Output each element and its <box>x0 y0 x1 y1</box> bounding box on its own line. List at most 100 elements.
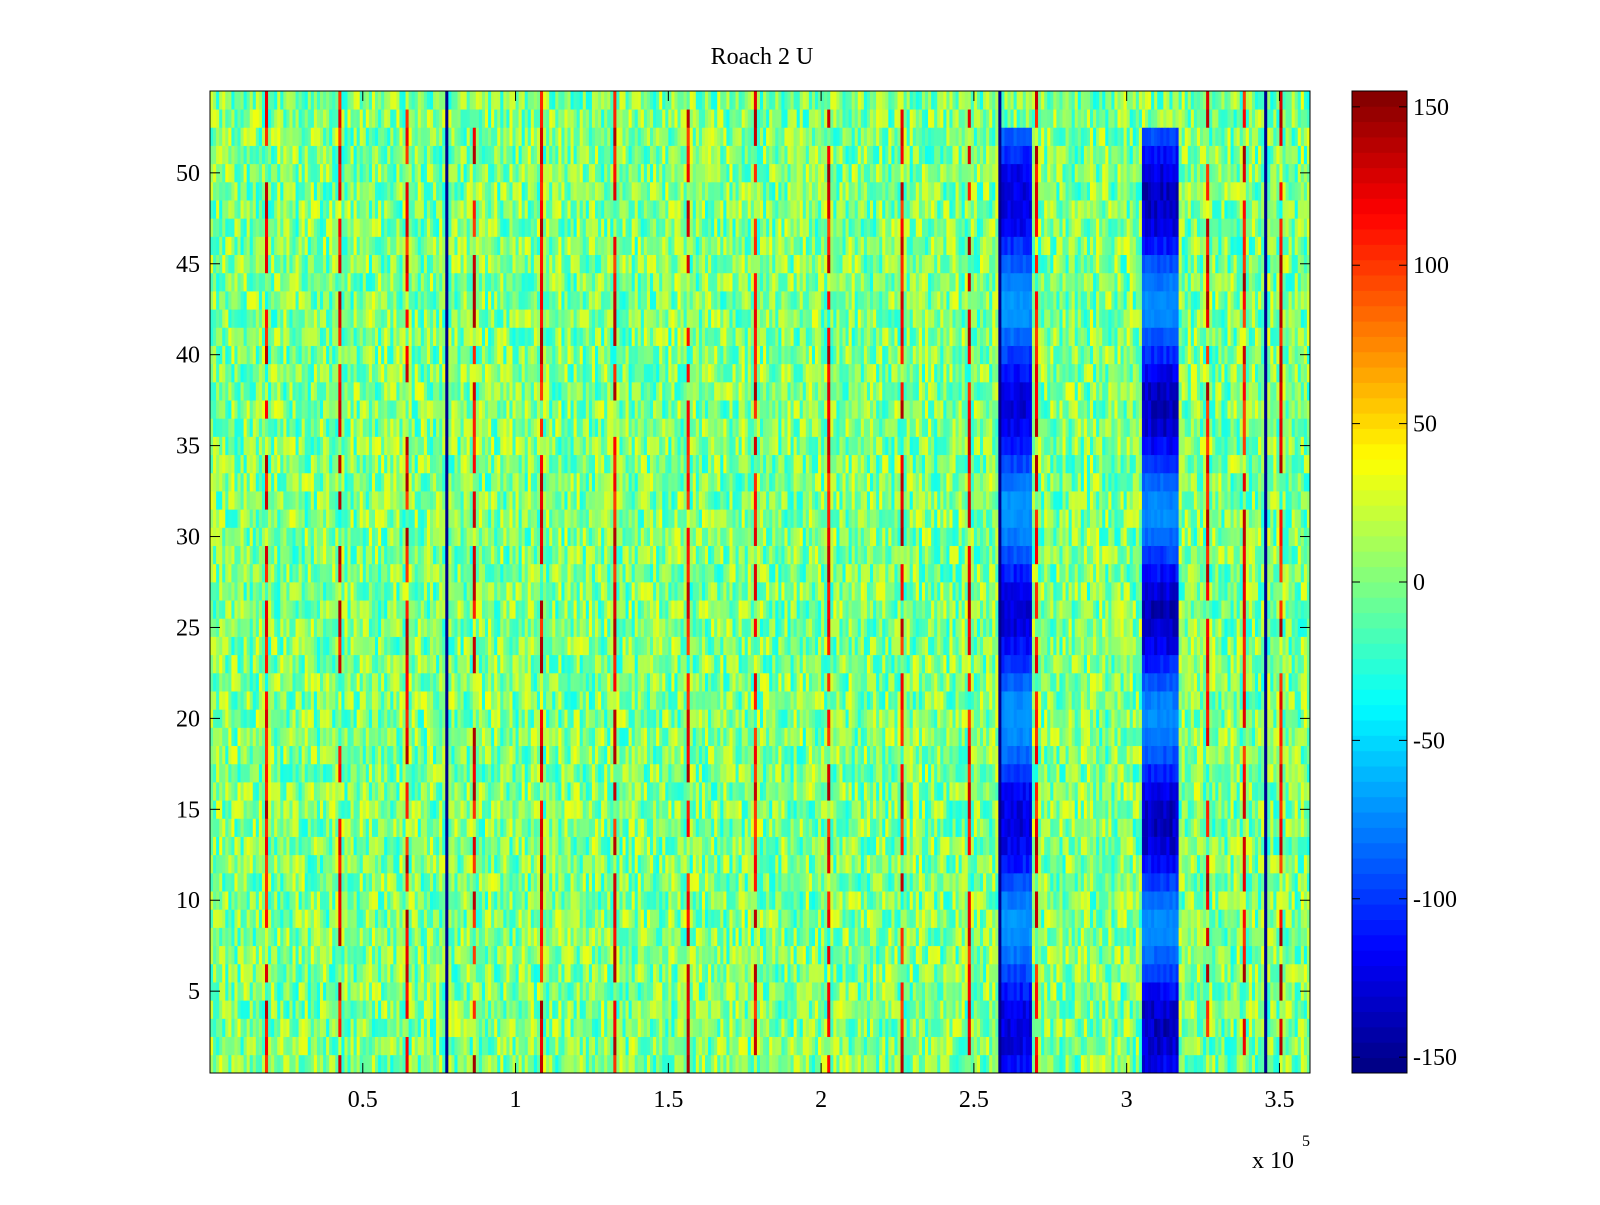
heatmap-cell <box>261 1054 266 1074</box>
heatmap-cell <box>949 891 953 910</box>
heatmap-cell <box>772 891 776 910</box>
heatmap-cell <box>1022 963 1027 983</box>
heatmap-cell <box>1230 854 1234 874</box>
heatmap-cell <box>760 1018 764 1037</box>
heatmap-cell <box>845 963 849 983</box>
heatmap-cell <box>708 1054 712 1074</box>
heatmap-cell <box>970 836 975 856</box>
heatmap-cell <box>350 945 354 965</box>
heatmap-cell <box>295 1018 299 1037</box>
heatmap-cell <box>1306 945 1311 965</box>
heatmap-cell <box>1230 1000 1234 1019</box>
heatmap-cell <box>634 872 639 892</box>
heatmap-cell <box>662 1036 666 1056</box>
heatmap-cell <box>491 945 495 965</box>
heatmap-cell <box>436 1000 440 1019</box>
heatmap-cell <box>261 1000 266 1019</box>
heatmap-cell <box>558 1054 562 1074</box>
heatmap-cell <box>222 872 226 892</box>
heatmap-cell <box>1074 1000 1079 1019</box>
heatmap-cell <box>582 854 587 874</box>
heatmap-cell <box>439 909 443 928</box>
heatmap-cell <box>1148 854 1152 874</box>
heatmap-cell <box>521 1054 526 1074</box>
heatmap-cell <box>320 945 324 965</box>
heatmap-cell <box>338 945 342 965</box>
heatmap-cell <box>320 872 324 892</box>
heatmap-cell <box>1093 1000 1097 1019</box>
heatmap-cell <box>980 1000 984 1019</box>
heatmap-cell <box>408 1018 413 1037</box>
heatmap-cell <box>882 872 886 892</box>
heatmap-cell <box>332 963 336 983</box>
heatmap-cell <box>692 1018 697 1037</box>
heatmap-cell <box>989 945 993 965</box>
heatmap-cell <box>952 1054 956 1074</box>
heatmap-cell <box>481 836 486 856</box>
heatmap-cell <box>1123 1054 1128 1074</box>
heatmap-cell <box>860 1036 865 1056</box>
heatmap-cell <box>332 854 336 874</box>
heatmap-cell <box>546 982 550 1001</box>
heatmap-cell <box>393 818 397 837</box>
heatmap-cell <box>637 1054 642 1074</box>
heatmap-cell <box>301 891 306 910</box>
heatmap-cell <box>313 982 318 1001</box>
heatmap-cell <box>830 982 834 1001</box>
heatmap-cell <box>677 945 681 965</box>
heatmap-cell <box>949 854 953 874</box>
heatmap-cell <box>854 1036 859 1056</box>
heatmap-cell <box>570 854 574 874</box>
heatmap-cell <box>989 1054 993 1074</box>
heatmap-cell <box>854 1018 859 1037</box>
heatmap-cell <box>246 836 251 856</box>
heatmap-cell <box>970 909 975 928</box>
heatmap-cell <box>378 909 382 928</box>
heatmap-cell <box>1157 1000 1161 1019</box>
heatmap-cell <box>1004 982 1008 1001</box>
heatmap-cell <box>799 836 804 856</box>
heatmap-cell <box>848 891 853 910</box>
heatmap-cell <box>619 836 623 856</box>
heatmap-cell <box>741 963 746 983</box>
heatmap-cell <box>543 927 547 947</box>
heatmap-cell <box>604 872 608 892</box>
heatmap-cell <box>439 872 443 892</box>
heatmap-cell <box>368 854 373 874</box>
heatmap-cell <box>460 982 464 1001</box>
heatmap-cell <box>637 818 642 837</box>
heatmap-cell <box>362 1036 367 1056</box>
heatmap-cell <box>243 982 248 1001</box>
heatmap-cell <box>708 963 712 983</box>
heatmap-cell <box>524 1000 529 1019</box>
heatmap-cell <box>646 1054 651 1074</box>
heatmap-cell <box>961 872 966 892</box>
heatmap-cell <box>836 854 840 874</box>
heatmap-cell <box>478 909 483 928</box>
heatmap-cell <box>1285 927 1289 947</box>
heatmap-cell <box>1010 891 1014 910</box>
heatmap-cell <box>536 836 541 856</box>
heatmap-cell <box>536 891 541 910</box>
heatmap-cell <box>280 818 284 837</box>
heatmap-cell <box>1255 1018 1259 1037</box>
heatmap-cell <box>821 1054 825 1074</box>
heatmap-cell <box>1019 1018 1024 1037</box>
heatmap-cell <box>1273 891 1277 910</box>
heatmap-cell <box>747 1054 752 1074</box>
heatmap-cell <box>891 963 895 983</box>
heatmap-cell <box>1135 1000 1140 1019</box>
heatmap-cell <box>1288 1036 1293 1056</box>
heatmap-cell <box>1175 1054 1179 1074</box>
heatmap-cell <box>1013 836 1018 856</box>
heatmap-cell <box>488 1036 492 1056</box>
heatmap-cell <box>1065 818 1069 837</box>
heatmap-cell <box>561 982 565 1001</box>
heatmap-cell <box>665 909 669 928</box>
heatmap-cell <box>436 927 440 947</box>
heatmap-cell <box>876 982 880 1001</box>
heatmap-cell <box>1083 818 1088 837</box>
heatmap-cell <box>1297 982 1302 1001</box>
heatmap-cell <box>689 963 694 983</box>
heatmap-cell <box>527 982 532 1001</box>
